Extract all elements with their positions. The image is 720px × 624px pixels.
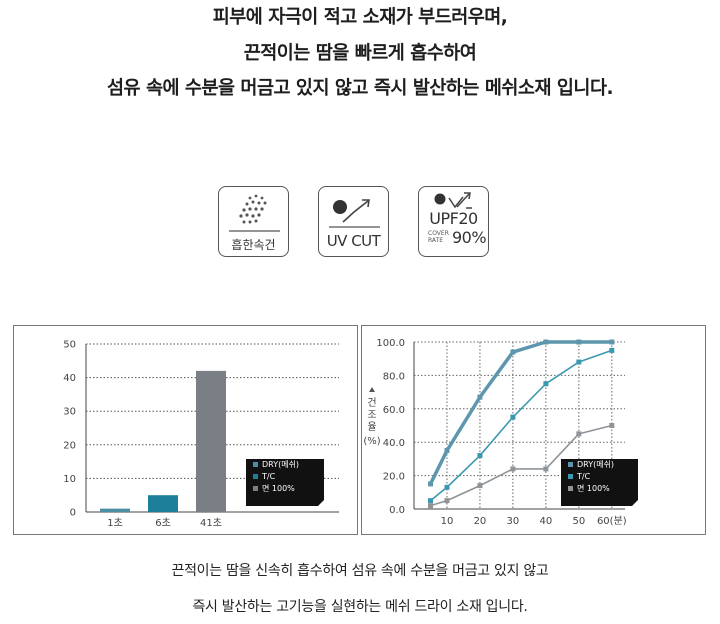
- upf-badge: UPF20 COVER RATE 90%: [418, 186, 489, 257]
- data-point: [543, 339, 549, 345]
- data-point: [609, 347, 615, 353]
- y-tick-label: 20: [63, 440, 76, 451]
- absorption-bar-chart: 0 10 20 30 40 50 1초 6초 41초 DRY(메쉬) T/C 면 100%: [63, 340, 339, 529]
- y-tick-label: 0.0: [389, 505, 405, 516]
- legend-swatch: [568, 474, 573, 479]
- legend-box: [561, 459, 638, 506]
- y-tick-label: 40.0: [383, 438, 405, 449]
- y-tick-label: 50: [63, 340, 76, 351]
- legend-label: T/C: [261, 472, 276, 481]
- bar: [148, 495, 178, 512]
- rate-caption: RATE: [428, 237, 444, 244]
- legend-label: 면 100%: [577, 483, 610, 493]
- data-point: [444, 498, 450, 504]
- data-point: [576, 359, 582, 365]
- data-point: [576, 339, 582, 345]
- legend-label: DRY(메쉬): [577, 460, 614, 469]
- legend-label: 면 100%: [262, 483, 295, 493]
- y-axis-label-unit: (%): [363, 436, 380, 447]
- x-tick-label: 50: [572, 516, 585, 527]
- badge-label: 흡한속건: [231, 238, 276, 252]
- x-tick-label: 60(분): [597, 515, 627, 527]
- x-tick-label: 1초: [107, 517, 123, 529]
- drying-line-chart-panel: 0.0 20.0 40.0 60.0 80.0 100.0 10 20 30 40 50 60(분) 건…: [361, 325, 706, 535]
- legend-swatch: [253, 486, 258, 491]
- badge-label: UPF20: [429, 209, 478, 228]
- y-tick-label: 80.0: [383, 371, 405, 382]
- outro-line: 끈적이는 땀을 신속히 흡수하여 섬유 속에 수분을 머금고 있지 않고: [171, 563, 549, 579]
- intro-line: 끈적이는 땀을 빠르게 흡수하여: [243, 43, 477, 64]
- data-point: [477, 453, 483, 459]
- absorption-bar-chart-panel: 0 10 20 30 40 50 1초 6초 41초 DRY(메쉬) T/C 면 100%: [13, 325, 358, 535]
- data-point: [510, 414, 516, 420]
- y-axis-label-char: 건: [367, 397, 376, 409]
- y-tick-label: 30: [63, 407, 76, 418]
- axis-label-marker: [369, 387, 375, 392]
- legend-label: DRY(메쉬): [262, 460, 299, 469]
- y-tick-label: 100.0: [376, 338, 405, 349]
- cover-caption: COVER: [428, 230, 449, 237]
- data-point: [427, 481, 433, 487]
- legend-label: T/C: [576, 472, 591, 481]
- legend-swatch: [253, 474, 258, 479]
- uv-ray-icon: [329, 199, 380, 228]
- badge-label: UV CUT: [326, 232, 381, 250]
- intro-line: 피부에 자극이 적고 소재가 부드러우며,: [212, 7, 508, 28]
- cover-rate-value: 90%: [452, 228, 487, 247]
- droplets-icon: [229, 194, 280, 232]
- data-point: [543, 466, 549, 472]
- y-tick-label: 0: [70, 508, 76, 519]
- cover-rate-caption: COVER RATE: [428, 230, 449, 244]
- y-tick-label: 40: [63, 373, 76, 384]
- outro-line: 즉시 발산하는 고기능을 실현하는 메쉬 드라이 소재 입니다.: [192, 599, 528, 615]
- data-point: [444, 448, 450, 454]
- y-tick-label: 10: [63, 474, 76, 485]
- data-point: [427, 498, 433, 504]
- data-point: [609, 423, 615, 428]
- data-point: [609, 339, 615, 345]
- x-tick-label: 30: [507, 516, 520, 527]
- legend-swatch: [568, 486, 573, 491]
- bar: [100, 508, 130, 512]
- x-tick-label: 41초: [200, 517, 222, 529]
- data-point: [576, 431, 582, 437]
- x-tick-label: 40: [540, 516, 553, 527]
- x-tick-label: 6초: [155, 517, 171, 529]
- x-tick-label: 20: [474, 516, 487, 527]
- data-point: [510, 349, 516, 355]
- data-point: [427, 503, 433, 509]
- data-point: [510, 466, 516, 472]
- data-point: [477, 394, 483, 400]
- legend-box: [246, 459, 324, 506]
- x-tick-label: 10: [441, 516, 454, 527]
- data-point: [543, 381, 549, 387]
- bar: [196, 370, 226, 512]
- intro-line: 섬유 속에 수분을 머금고 있지 않고 즉시 발산하는 메쉬소재 입니다.: [106, 78, 614, 99]
- data-point: [477, 483, 483, 489]
- data-point: [444, 484, 450, 490]
- y-axis-label-char: 조: [367, 410, 376, 421]
- legend-swatch: [568, 462, 573, 467]
- y-axis-label-char: 율: [367, 421, 376, 433]
- uv-cut-badge: UV CUT: [318, 186, 389, 257]
- y-tick-label: 60.0: [383, 405, 405, 416]
- y-tick-label: 20.0: [383, 472, 405, 483]
- sun-shield-icon: [434, 192, 472, 209]
- drying-line-chart: 0.0 20.0 40.0 60.0 80.0 100.0 10 20 30 40 50 60(분) 건…: [363, 338, 638, 527]
- quick-dry-badge: 흡한속건: [218, 186, 289, 257]
- legend-swatch: [253, 462, 258, 467]
